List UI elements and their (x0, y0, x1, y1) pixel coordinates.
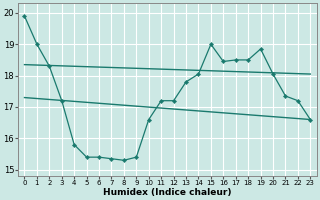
X-axis label: Humidex (Indice chaleur): Humidex (Indice chaleur) (103, 188, 232, 197)
